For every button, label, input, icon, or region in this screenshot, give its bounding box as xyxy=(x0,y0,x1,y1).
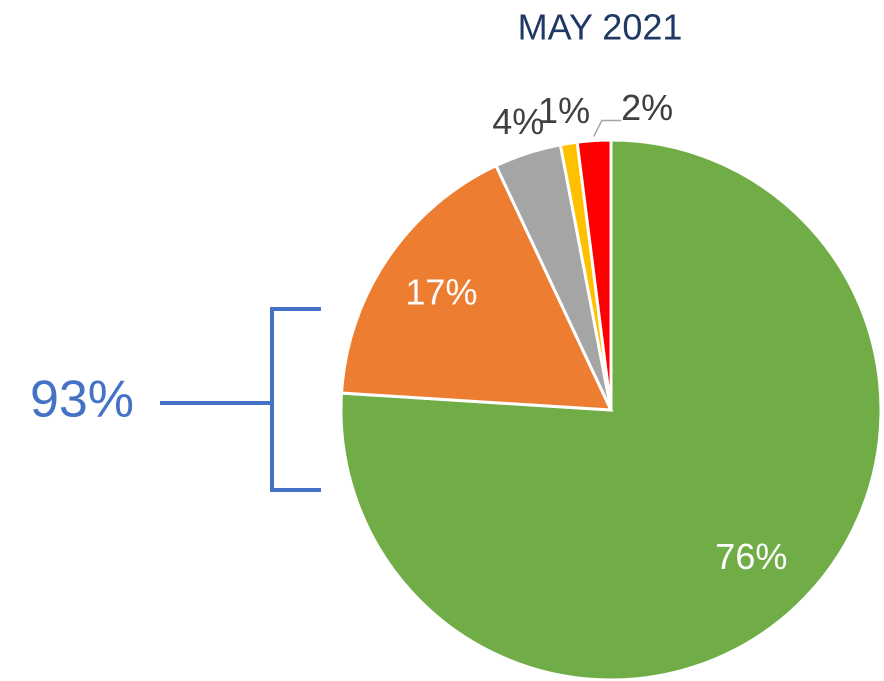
data-label: 76% xyxy=(715,536,787,577)
annotation: 93% xyxy=(30,371,134,429)
pie-slice xyxy=(339,163,614,412)
data-label: 1% xyxy=(538,90,590,131)
leader-line xyxy=(593,119,622,137)
chart-title: MAY 2021 xyxy=(518,7,683,48)
pie-slice xyxy=(575,138,613,411)
data-label: 2% xyxy=(621,87,673,128)
data-label: 4% xyxy=(492,101,544,142)
bracket xyxy=(160,307,321,492)
data-label: 17% xyxy=(405,271,477,312)
